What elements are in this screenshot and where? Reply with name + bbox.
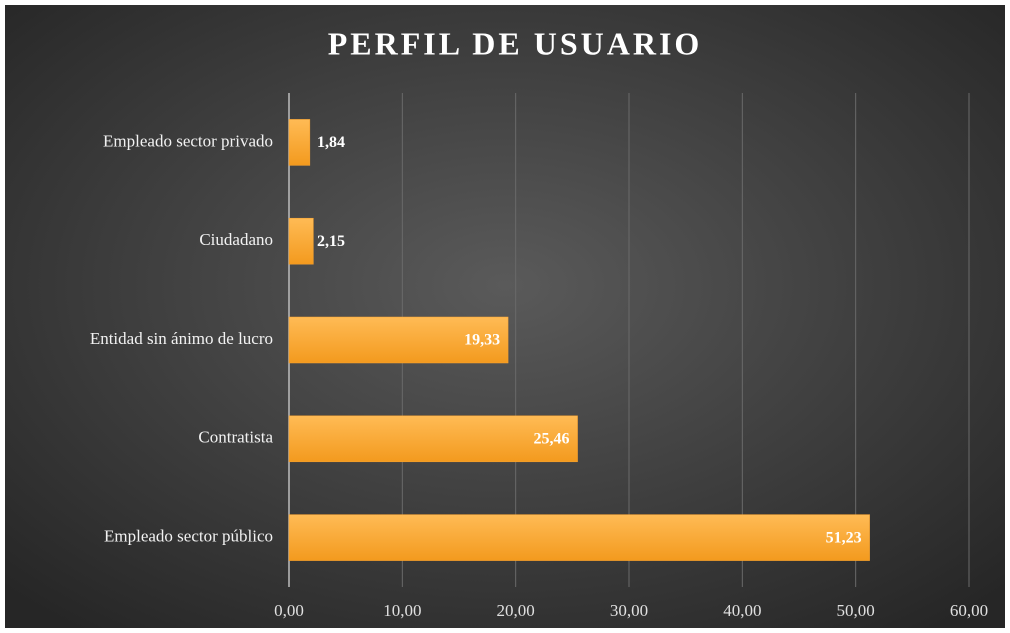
value-label: 2,15 [317,233,345,250]
value-label: 51,23 [826,529,862,546]
bar [288,316,509,364]
bar [288,119,311,166]
x-tick-label: 20,00 [497,601,535,620]
y-tick-label: Contratista [198,428,273,447]
x-tick-label: 10,00 [383,601,421,620]
chart-title: PERFIL DE USUARIO [328,25,703,61]
value-label: 1,84 [317,134,345,151]
y-tick-label: Empleado sector privado [103,131,273,150]
y-tick-label: Entidad sin ánimo de lucro [90,329,273,348]
bar [288,217,314,265]
value-label: 25,46 [534,430,570,447]
y-tick-label: Ciudadano [199,230,273,249]
x-tick-label: 50,00 [837,601,875,620]
x-tick-label: 30,00 [610,601,648,620]
x-tick-label: 60,00 [950,601,988,620]
x-tick-label: 40,00 [723,601,761,620]
bar [288,415,578,463]
x-tick-label: 0,00 [274,601,304,620]
bar [288,514,870,561]
y-tick-label: Empleado sector público [104,527,273,546]
value-label: 19,33 [464,332,500,349]
